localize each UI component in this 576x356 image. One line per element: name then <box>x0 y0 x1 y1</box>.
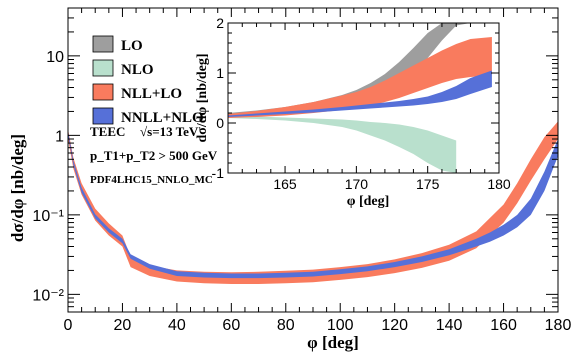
inset-band-nll_lo <box>228 37 492 118</box>
inset-axes: 165 170 175 180 -1 0 1 2 φ [deg] dσ/dφ [nb/deg] <box>195 15 511 209</box>
y-axis-label: dσ/dφ [nb/deg] <box>8 134 27 242</box>
legend: LO NLO NLL+LO NNLL+NLO <box>92 35 204 126</box>
x-axis-label: φ [deg] <box>307 333 359 352</box>
x-tick-label: 40 <box>168 317 186 334</box>
x-tick-label: 60 <box>222 317 240 334</box>
inset-y-tick-label: 0 <box>216 115 224 131</box>
inset-band-nnll_nlo <box>228 70 492 117</box>
inset-x-tick-label: 175 <box>416 176 440 192</box>
x-tick-label: 160 <box>490 317 517 334</box>
legend-swatch-nll_lo <box>92 83 114 101</box>
x-tick-label: 20 <box>114 317 132 334</box>
legend-swatch-nlo <box>92 59 114 77</box>
y-tick-label: 1 <box>55 128 64 145</box>
annotation-cut: p_T1+p_T2 > 500 GeV <box>90 148 218 163</box>
annotation-pdf: PDF4LHC15_NNLO_MC <box>90 174 213 186</box>
legend-label-nnll_nlo: NNLL+NLO <box>121 110 204 126</box>
y-tick-label: 10⁻¹ <box>32 208 64 225</box>
inset-y-tick-label: 1 <box>216 65 224 81</box>
inset-frame <box>227 22 500 174</box>
y-tick-label: 10⁻² <box>32 287 64 304</box>
x-tick-label: 140 <box>436 317 463 334</box>
x-tick-label: 80 <box>277 317 295 334</box>
inset-series-layer <box>228 23 492 173</box>
legend-label-nlo: NLO <box>121 62 154 78</box>
x-tick-label: 100 <box>327 317 354 334</box>
inset-x-tick-label: 170 <box>345 176 369 192</box>
inset-y-tick-label: -1 <box>212 165 225 181</box>
annotation-energy: √s=13 TeV <box>140 124 199 139</box>
inset-x-axis-label: φ [deg] <box>347 194 390 209</box>
inset-band-nlo <box>228 115 457 173</box>
legend-swatch-lo <box>92 35 114 53</box>
legend-swatch-nnll_nlo <box>92 107 114 125</box>
x-tick-label: 120 <box>381 317 408 334</box>
legend-label-nll_lo: NLL+LO <box>121 86 182 102</box>
annotation-process: TEEC <box>90 124 125 139</box>
legend-label-lo: LO <box>121 38 143 54</box>
x-tick-label: 0 <box>64 317 73 334</box>
inset-x-tick-label: 180 <box>487 176 511 192</box>
inset-y-axis-label: dσ/dφ [nb/deg] <box>195 53 210 142</box>
process-annotation: TEEC √s=13 TeV p_T1+p_T2 > 500 GeV PDF4L… <box>90 124 218 186</box>
inset-x-tick-label: 165 <box>273 176 297 192</box>
inset-y-tick-label: 2 <box>216 15 224 31</box>
y-tick-label: 10 <box>46 49 64 66</box>
x-tick-label: 180 <box>545 317 572 334</box>
